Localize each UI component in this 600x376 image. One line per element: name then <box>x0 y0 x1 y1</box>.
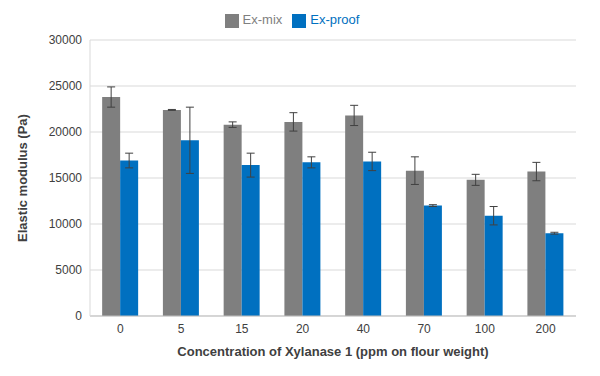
svg-text:20: 20 <box>296 322 310 336</box>
svg-text:Concentration of Xylanase 1 (p: Concentration of Xylanase 1 (ppm on flou… <box>177 344 488 359</box>
html-text:Ex-mix: Ex-mix <box>242 12 283 27</box>
svg-text:70: 70 <box>417 322 431 336</box>
svg-text:30000: 30000 <box>49 33 83 47</box>
html-text:Ex-proof: Ex-proof <box>310 12 360 27</box>
svg-text:0: 0 <box>75 309 82 323</box>
svg-text:100: 100 <box>475 322 495 336</box>
svg-text:0: 0 <box>117 322 124 336</box>
svg-text:15: 15 <box>235 322 249 336</box>
svg-text:5: 5 <box>178 322 185 336</box>
svg-text:20000: 20000 <box>49 125 83 139</box>
svg-text:200: 200 <box>536 322 556 336</box>
svg-text:40: 40 <box>357 322 371 336</box>
svg-text:15000: 15000 <box>49 171 83 185</box>
svg-text:10000: 10000 <box>49 217 83 231</box>
svg-text:5000: 5000 <box>55 263 82 277</box>
svg-text:25000: 25000 <box>49 79 83 93</box>
svg-text:Elastic modulus (Pa): Elastic modulus (Pa) <box>15 114 30 242</box>
